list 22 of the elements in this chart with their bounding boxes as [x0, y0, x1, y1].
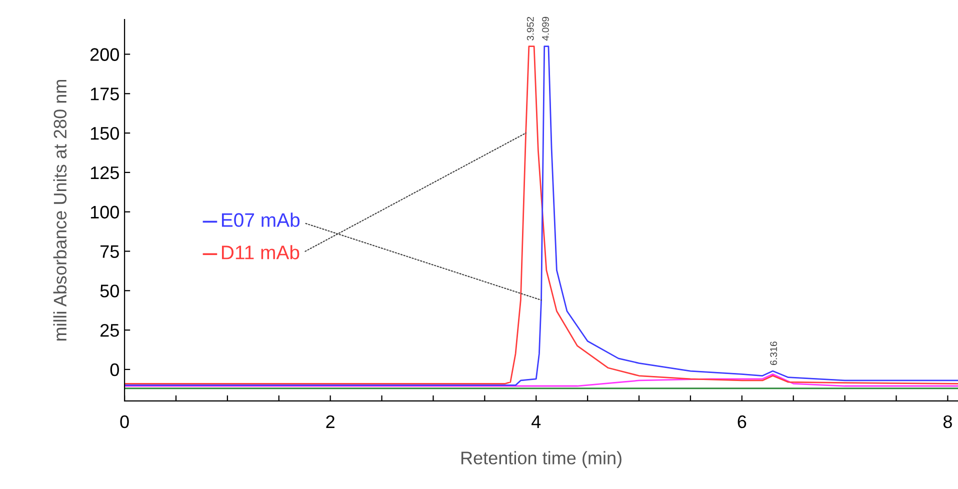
legend-label: D11 mAb	[222, 245, 300, 260]
legend-label: E07 mAb	[222, 212, 300, 227]
y-tick-label: 175	[90, 88, 119, 100]
y-tick-label: 0	[110, 363, 119, 376]
x-axis-title: Retention time (min)	[461, 451, 622, 468]
y-tick-label: 100	[90, 206, 119, 219]
x-tick-label: 2	[326, 415, 334, 428]
x-tick-label: 4	[532, 416, 541, 428]
line-series	[124, 373, 958, 387]
annotation: 3.952	[526, 16, 534, 40]
y-tick-label: 75	[100, 245, 119, 258]
x-tick-label: 8	[943, 415, 952, 428]
x-tick-label: 0	[120, 415, 129, 428]
y-axis-title: milli Absorbance Units at 280 nm	[53, 80, 67, 341]
y-tick-label: 125	[90, 166, 119, 180]
annotation: 4.099	[542, 16, 549, 41]
y-tick-label: 25	[100, 324, 119, 337]
y-tick-label: 200	[90, 48, 119, 61]
x-tick-label: 6	[738, 415, 746, 428]
y-tick-label: 50	[100, 284, 119, 298]
y-tick-label: 150	[90, 126, 119, 140]
annotation: 6.316	[770, 342, 778, 365]
